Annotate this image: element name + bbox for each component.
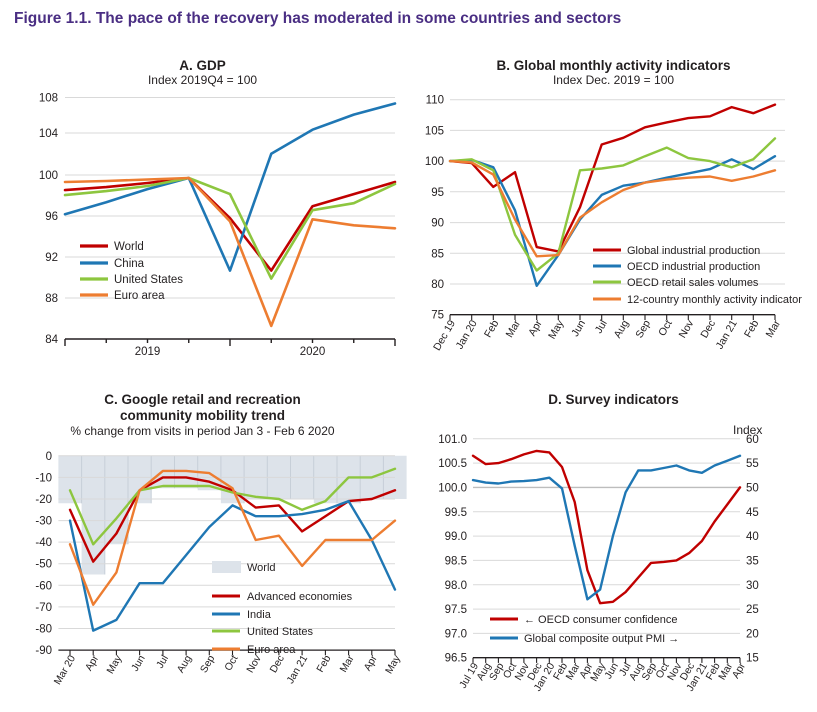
svg-text:92: 92 — [45, 252, 58, 264]
svg-text:May: May — [546, 317, 567, 341]
svg-text:Dec: Dec — [698, 318, 718, 340]
svg-text:Nov: Nov — [245, 653, 264, 675]
svg-text:Mar: Mar — [504, 318, 524, 340]
svg-text:Dec 19: Dec 19 — [431, 318, 458, 353]
svg-text:75: 75 — [431, 310, 444, 322]
svg-text:50: 50 — [746, 482, 759, 494]
svg-text:99.5: 99.5 — [445, 507, 467, 519]
svg-text:45: 45 — [746, 507, 759, 519]
svg-text:United States: United States — [247, 626, 314, 638]
svg-text:Aug: Aug — [612, 318, 632, 340]
svg-text:Global composite output PMI →: Global composite output PMI → — [524, 633, 679, 645]
svg-text:Jun: Jun — [569, 318, 588, 339]
svg-text:40: 40 — [746, 531, 759, 543]
svg-text:Mar: Mar — [764, 318, 784, 340]
svg-text:Dec: Dec — [268, 654, 287, 675]
svg-text:Advanced economies: Advanced economies — [247, 591, 353, 603]
svg-text:World: World — [114, 241, 144, 253]
svg-text:100.0: 100.0 — [438, 482, 467, 494]
svg-text:12-country monthly activity in: 12-country monthly activity indicator — [627, 294, 802, 306]
svg-text:100.5: 100.5 — [438, 458, 467, 470]
svg-text:OECD retail sales volumes: OECD retail sales volumes — [627, 277, 759, 289]
svg-text:97.5: 97.5 — [445, 604, 467, 616]
svg-text:Mar: Mar — [338, 653, 357, 674]
svg-text:Jan 21: Jan 21 — [285, 653, 310, 686]
svg-text:Apr: Apr — [84, 653, 102, 673]
svg-text:15: 15 — [746, 653, 759, 665]
svg-text:United States: United States — [114, 274, 183, 286]
svg-text:Feb: Feb — [482, 318, 502, 340]
svg-text:108: 108 — [39, 93, 58, 105]
svg-text:2019: 2019 — [135, 346, 161, 357]
svg-text:-60: -60 — [35, 580, 52, 592]
svg-text:Jan 20: Jan 20 — [454, 318, 480, 351]
svg-text:-40: -40 — [35, 537, 52, 549]
svg-text:Jan 21: Jan 21 — [714, 318, 740, 351]
svg-text:Nov: Nov — [677, 317, 697, 340]
svg-text:105: 105 — [425, 125, 444, 137]
svg-text:90: 90 — [431, 218, 444, 230]
svg-text:25: 25 — [746, 604, 759, 616]
svg-text:80: 80 — [431, 279, 444, 291]
svg-text:Sep: Sep — [633, 318, 653, 340]
svg-text:99.0: 99.0 — [445, 531, 467, 543]
svg-text:98.0: 98.0 — [445, 580, 467, 592]
svg-text:Oct: Oct — [656, 318, 675, 338]
svg-text:Feb: Feb — [315, 653, 334, 674]
svg-text:May: May — [384, 653, 404, 676]
svg-text:-70: -70 — [35, 602, 52, 614]
svg-text:84: 84 — [45, 334, 58, 346]
svg-text:2020: 2020 — [300, 346, 326, 357]
svg-text:-50: -50 — [35, 559, 52, 571]
svg-text:Apr: Apr — [526, 318, 545, 339]
svg-text:85: 85 — [431, 248, 444, 260]
svg-text:Jun: Jun — [130, 653, 148, 673]
svg-text:30: 30 — [746, 580, 759, 592]
svg-text:-80: -80 — [35, 624, 52, 636]
svg-text:-90: -90 — [35, 645, 52, 657]
svg-text:Euro area: Euro area — [247, 644, 296, 656]
svg-text:Jul: Jul — [593, 318, 610, 336]
svg-text:-30: -30 — [35, 516, 52, 528]
svg-text:Sep: Sep — [199, 653, 218, 675]
svg-text:Apr: Apr — [362, 653, 380, 673]
svg-text:Jul: Jul — [155, 654, 171, 671]
svg-text:88: 88 — [45, 293, 58, 305]
svg-text:Global industrial production: Global industrial production — [627, 245, 760, 257]
svg-text:35: 35 — [746, 555, 759, 567]
svg-text:110: 110 — [426, 95, 444, 107]
svg-text:97.0: 97.0 — [445, 628, 467, 640]
svg-text:Aug: Aug — [175, 653, 194, 675]
svg-text:55: 55 — [746, 458, 759, 470]
svg-text:98.5: 98.5 — [445, 555, 467, 567]
svg-text:-10: -10 — [35, 472, 52, 484]
svg-text:60: 60 — [746, 434, 759, 446]
svg-text:100: 100 — [39, 170, 58, 182]
svg-text:May: May — [105, 653, 125, 676]
svg-text:96.5: 96.5 — [445, 653, 467, 665]
svg-text:Feb: Feb — [742, 318, 762, 340]
svg-text:OECD industrial production: OECD industrial production — [627, 261, 760, 273]
svg-text:World: World — [247, 562, 276, 574]
svg-text:20: 20 — [746, 628, 759, 640]
svg-text:China: China — [114, 258, 145, 270]
svg-text:Mar 20: Mar 20 — [53, 653, 79, 686]
svg-text:95: 95 — [431, 187, 444, 199]
svg-text:101.0: 101.0 — [438, 434, 467, 446]
svg-text:← OECD consumer confidence: ← OECD consumer confidence — [524, 614, 677, 626]
svg-text:0: 0 — [46, 451, 52, 463]
svg-text:-20: -20 — [35, 494, 52, 506]
svg-text:96: 96 — [45, 211, 58, 223]
svg-text:India: India — [247, 609, 272, 621]
svg-text:Euro area: Euro area — [114, 290, 165, 302]
svg-text:100: 100 — [425, 156, 444, 168]
svg-text:104: 104 — [39, 128, 59, 140]
svg-text:Oct: Oct — [223, 654, 241, 673]
